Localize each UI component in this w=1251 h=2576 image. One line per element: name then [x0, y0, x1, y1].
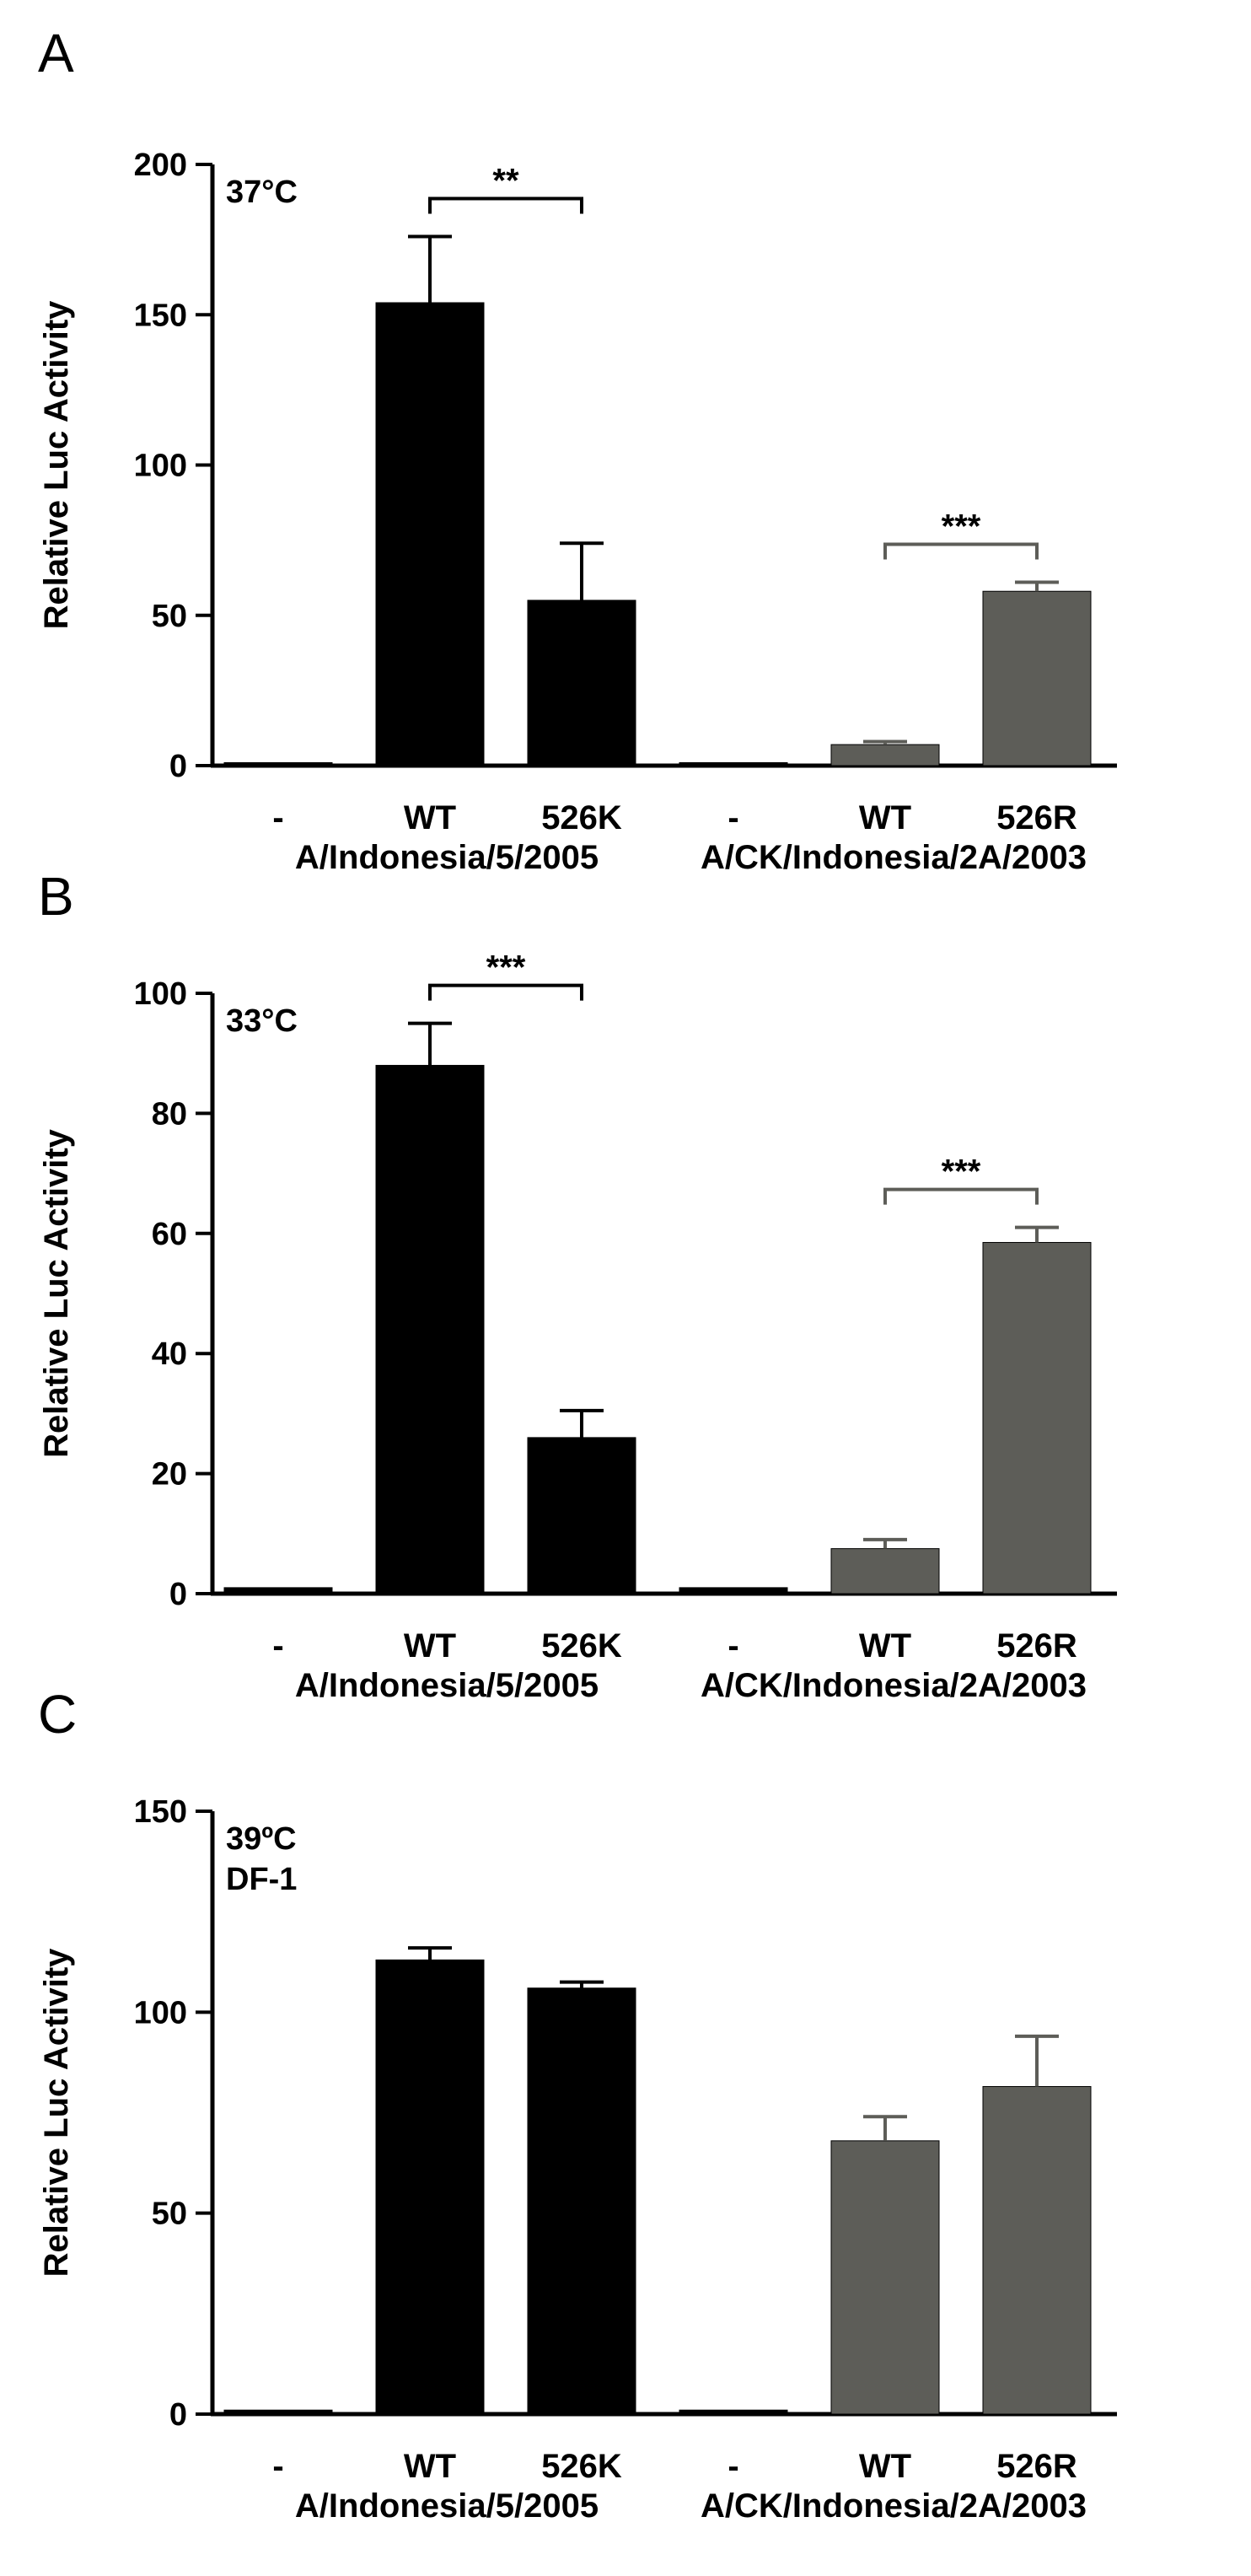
- y-axis-label: Relative Luc Activity: [38, 300, 75, 630]
- condition-label: 39ºC: [226, 1821, 297, 1857]
- x-group-label: A/CK/Indonesia/2A/2003: [701, 1667, 1087, 1704]
- bar: [830, 1548, 940, 1595]
- bar: [527, 1437, 636, 1595]
- y-axis-label: Relative Luc Activity: [38, 1128, 75, 1458]
- significance-label: ***: [486, 949, 526, 987]
- y-tick-label: 80: [152, 1096, 187, 1132]
- x-category-label: -: [728, 1627, 738, 1664]
- x-group-label: A/CK/Indonesia/2A/2003: [701, 839, 1087, 876]
- bar: [982, 2086, 1092, 2415]
- y-tick-label: 200: [134, 148, 187, 183]
- panel-letter: A: [38, 23, 74, 83]
- bar: [375, 302, 485, 766]
- y-tick-label: 20: [152, 1457, 187, 1492]
- condition-label: 33°C: [226, 1003, 298, 1039]
- significance-bracket: [883, 1187, 1039, 1205]
- significance-label: ***: [942, 508, 981, 546]
- bar: [527, 600, 636, 766]
- x-category-label: -: [272, 1627, 283, 1664]
- x-group-label: A/Indonesia/5/2005: [295, 2487, 599, 2525]
- y-tick-label: 150: [134, 298, 187, 333]
- x-category-label: 526K: [541, 2448, 622, 2485]
- bar: [375, 1064, 485, 1595]
- bar: [223, 2409, 333, 2415]
- y-tick-label: 50: [152, 2197, 187, 2232]
- y-tick-label: 60: [152, 1217, 187, 1252]
- y-tick-label: 40: [152, 1336, 187, 1372]
- y-tick-label: 150: [134, 1794, 187, 1830]
- bar: [679, 2409, 788, 2415]
- bar: [982, 1241, 1092, 1595]
- bar: [527, 1987, 636, 2415]
- y-tick-label: 100: [134, 1995, 187, 2030]
- bar: [830, 2140, 940, 2415]
- bar: [982, 590, 1092, 766]
- x-category-label: WT: [859, 2448, 911, 2485]
- x-category-label: -: [728, 2448, 738, 2485]
- bar: [223, 761, 333, 766]
- x-category-label: 526R: [996, 799, 1077, 836]
- panel-letter: C: [38, 1684, 77, 1745]
- x-category-label: 526K: [541, 799, 622, 836]
- y-tick-label: 50: [152, 599, 187, 634]
- x-category-label: WT: [404, 799, 456, 836]
- condition-label: 37°C: [226, 175, 298, 210]
- x-group-label: A/Indonesia/5/2005: [295, 839, 599, 876]
- bar: [223, 1587, 333, 1595]
- significance-bracket: [428, 983, 583, 1001]
- x-category-label: 526R: [996, 1627, 1077, 1664]
- panel-letter: B: [38, 866, 74, 927]
- y-tick-label: 100: [134, 976, 187, 1012]
- significance-bracket: [428, 196, 583, 214]
- bar: [375, 1959, 485, 2415]
- x-category-label: WT: [859, 799, 911, 836]
- bar: [679, 1587, 788, 1595]
- condition-label: DF-1: [226, 1862, 297, 1897]
- significance-label: **: [492, 163, 519, 200]
- y-axis-label: Relative Luc Activity: [38, 1948, 75, 2278]
- x-category-label: WT: [859, 1627, 911, 1664]
- y-tick-label: 0: [169, 1577, 187, 1612]
- x-group-label: A/Indonesia/5/2005: [295, 1667, 599, 1704]
- x-category-label: -: [272, 2448, 283, 2485]
- x-category-label: -: [272, 799, 283, 836]
- x-category-label: 526K: [541, 1627, 622, 1664]
- x-category-label: WT: [404, 1627, 456, 1664]
- significance-label: ***: [942, 1154, 981, 1191]
- x-category-label: WT: [404, 2448, 456, 2485]
- y-tick-label: 0: [169, 2397, 187, 2433]
- bar: [679, 761, 788, 766]
- bar: [830, 744, 940, 766]
- y-tick-label: 0: [169, 749, 187, 784]
- x-group-label: A/CK/Indonesia/2A/2003: [701, 2487, 1087, 2525]
- x-category-label: 526R: [996, 2448, 1077, 2485]
- significance-bracket: [883, 542, 1039, 560]
- y-tick-label: 100: [134, 449, 187, 484]
- x-category-label: -: [728, 799, 738, 836]
